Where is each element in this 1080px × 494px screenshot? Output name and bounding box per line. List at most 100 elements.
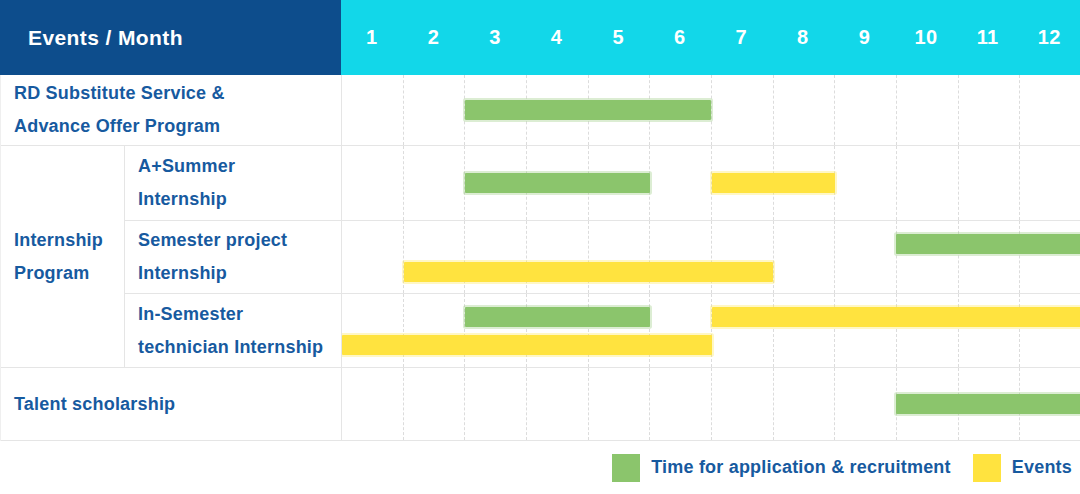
month-gridline <box>897 294 959 367</box>
legend: Time for application & recruitment Event… <box>0 441 1072 494</box>
application-bar <box>896 234 1080 254</box>
month-gridline <box>404 146 466 220</box>
month-gridlines <box>342 294 1080 367</box>
month-gridline <box>897 146 959 220</box>
month-gridline <box>835 294 897 367</box>
table-body: InternshipProgramRD Substitute Service &… <box>0 75 1080 441</box>
month-gridline <box>589 294 651 367</box>
month-gridline <box>465 221 527 293</box>
month-gridline <box>712 294 774 367</box>
row-label-in-semester-technician-internship: In-Semestertechnician Internship <box>125 294 342 368</box>
row-group-label-internship-program: InternshipProgram <box>1 146 125 368</box>
gantt-row-a-plus-summer-internship <box>342 146 1080 221</box>
month-gridline <box>712 75 774 145</box>
row-label-line: Program <box>14 257 124 290</box>
month-header-cell: 2 <box>403 0 465 75</box>
month-gridline <box>835 75 897 145</box>
month-gridline <box>589 368 651 440</box>
row-label-line: Advance Offer Program <box>14 110 341 143</box>
month-gridline <box>774 221 836 293</box>
row-label-line: In-Semester <box>138 298 341 331</box>
gantt-row-in-semester-technician-internship <box>342 294 1080 368</box>
legend-green-swatch-icon <box>612 454 640 482</box>
application-bar <box>465 307 650 327</box>
month-header-cell: 7 <box>710 0 772 75</box>
month-header-cell: 9 <box>834 0 896 75</box>
month-gridline <box>1020 221 1080 293</box>
month-gridline <box>465 368 527 440</box>
month-header-cell: 5 <box>587 0 649 75</box>
month-gridline <box>404 75 466 145</box>
page-title: Events / Month <box>28 26 183 50</box>
month-gridline <box>465 294 527 367</box>
month-gridline <box>589 221 651 293</box>
month-header-cell: 12 <box>1018 0 1080 75</box>
month-gridline <box>774 294 836 367</box>
month-gridline <box>959 146 1021 220</box>
gantt-row-talent-scholarship <box>342 368 1080 441</box>
month-header-cell: 4 <box>526 0 588 75</box>
application-bar <box>465 100 711 120</box>
legend-label-events: Events <box>1012 457 1072 478</box>
row-label-rd-substitute-service: RD Substitute Service &Advance Offer Pro… <box>1 75 342 146</box>
month-gridline <box>342 146 404 220</box>
month-header-cell: 11 <box>957 0 1019 75</box>
month-gridline <box>959 294 1021 367</box>
table-header-row: Events / Month 123456789101112 <box>0 0 1080 75</box>
month-gridline <box>650 294 712 367</box>
events-month-header-cell: Events / Month <box>0 0 341 75</box>
month-gridline <box>1020 294 1080 367</box>
row-label-a-plus-summer-internship: A+SummerInternship <box>125 146 342 221</box>
month-header-cell: 8 <box>772 0 834 75</box>
event-bar <box>404 262 774 282</box>
row-label-line: Talent scholarship <box>14 388 341 421</box>
row-label-semester-project-internship: Semester projectInternship <box>125 221 342 294</box>
month-gridline <box>774 368 836 440</box>
month-gridline <box>835 146 897 220</box>
application-bar <box>465 173 650 193</box>
gantt-schedule-chart: Events / Month 123456789101112 Internshi… <box>0 0 1080 494</box>
month-gridline <box>835 368 897 440</box>
row-label-line: technician Internship <box>138 331 341 364</box>
month-gridline <box>650 221 712 293</box>
month-gridline <box>342 368 404 440</box>
event-bar <box>712 307 1080 327</box>
month-gridline <box>527 221 589 293</box>
event-bar <box>342 335 712 355</box>
row-label-line: A+Summer <box>138 150 341 183</box>
month-gridline <box>897 221 959 293</box>
month-gridline <box>1020 75 1080 145</box>
month-gridline <box>342 75 404 145</box>
month-header-cell: 6 <box>649 0 711 75</box>
month-gridline <box>650 368 712 440</box>
month-header-cell: 10 <box>895 0 957 75</box>
legend-item-events: Events <box>973 454 1072 482</box>
month-gridline <box>527 368 589 440</box>
month-gridline <box>897 75 959 145</box>
month-header-cell: 1 <box>341 0 403 75</box>
month-gridline <box>404 368 466 440</box>
event-bar <box>712 173 835 193</box>
month-gridline <box>650 146 712 220</box>
legend-label-application: Time for application & recruitment <box>651 457 951 478</box>
row-label-talent-scholarship: Talent scholarship <box>1 368 342 441</box>
row-label-line: Internship <box>138 183 341 216</box>
month-gridline <box>1020 146 1080 220</box>
gantt-row-rd-substitute-service <box>342 75 1080 146</box>
gantt-row-semester-project-internship <box>342 221 1080 294</box>
month-gridline <box>959 75 1021 145</box>
month-gridline <box>342 294 404 367</box>
month-gridline <box>404 294 466 367</box>
row-label-line: Semester project <box>138 224 341 257</box>
legend-yellow-swatch-icon <box>973 454 1001 482</box>
month-gridline <box>774 75 836 145</box>
legend-item-application: Time for application & recruitment <box>612 454 951 482</box>
month-header-strip: 123456789101112 <box>341 0 1080 75</box>
month-gridline <box>959 221 1021 293</box>
month-gridline <box>712 221 774 293</box>
row-label-line: RD Substitute Service & <box>14 77 341 110</box>
month-gridline <box>527 294 589 367</box>
month-header-cell: 3 <box>464 0 526 75</box>
row-label-line: Internship <box>138 257 341 290</box>
month-gridline <box>342 221 404 293</box>
